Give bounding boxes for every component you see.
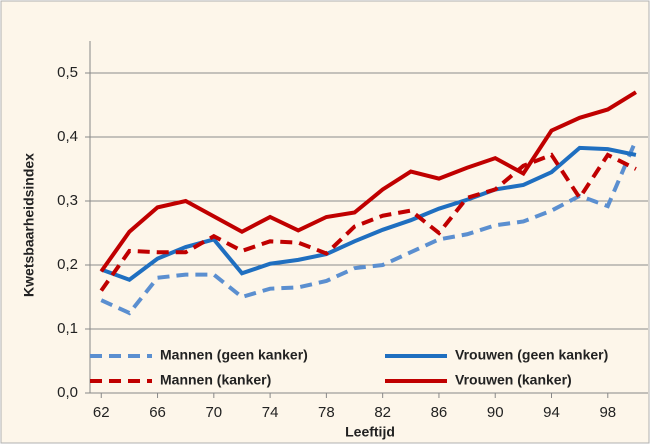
x-tick-label: 62 <box>93 404 110 421</box>
x-tick-label: 74 <box>262 404 279 421</box>
data-line <box>100 145 637 282</box>
y-tick-label: 0,4 <box>57 128 78 145</box>
x-tick-label: 98 <box>599 404 616 421</box>
legend-label: Vrouwen (geen kanker) <box>455 347 608 363</box>
x-axis-label: Leeftijd <box>345 424 395 440</box>
y-tick-label: 0,5 <box>57 64 78 81</box>
legend-label: Vrouwen (kanker) <box>455 372 572 388</box>
x-tick-label: 66 <box>149 404 166 421</box>
x-tick-label: 82 <box>374 404 391 421</box>
y-tick-label: 0,1 <box>57 320 78 337</box>
x-tick-label: 78 <box>318 404 335 421</box>
legend-label: Mannen (geen kanker) <box>160 347 308 363</box>
x-tick-label: 70 <box>205 404 222 421</box>
y-tick-label: 0,2 <box>57 256 78 273</box>
x-tick-label: 86 <box>431 404 448 421</box>
legend-label: Mannen (kanker) <box>160 372 271 388</box>
y-axis-label: Kwetsbaarheidsindex <box>21 153 37 297</box>
data-line <box>99 152 637 292</box>
x-tick-label: 90 <box>487 404 504 421</box>
data-line <box>99 90 637 273</box>
y-tick-label: 0,0 <box>57 384 78 401</box>
x-tick-label: 94 <box>543 404 560 421</box>
y-tick-label: 0,3 <box>57 192 78 209</box>
